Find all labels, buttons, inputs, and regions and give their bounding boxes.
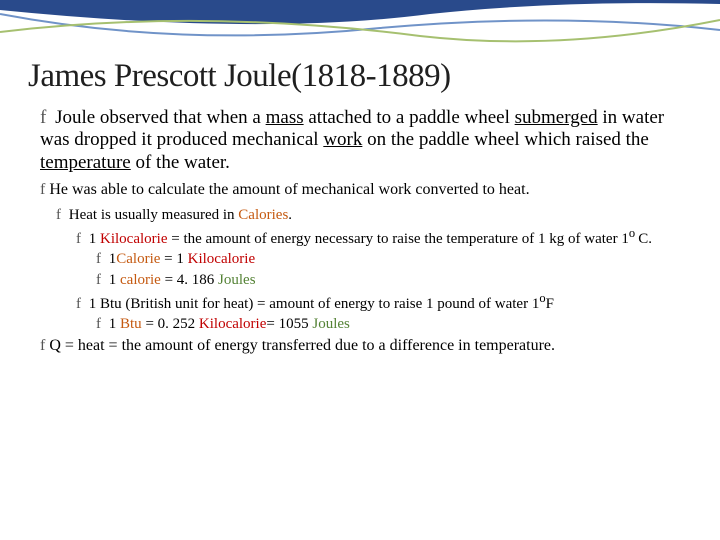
bullet-heat-cal: Heat is usually measured in Calories.	[56, 206, 692, 224]
bullet-btu-def: 1 Btu (British unit for heat) = amount o…	[76, 291, 692, 313]
slide-body: Joule observed that when a mass attached…	[28, 107, 692, 355]
bullet-small-calorie: 1 calorie = 4. 186 Joules	[96, 271, 692, 289]
slide-title: James Prescott Joule(1818-1889)	[28, 58, 692, 95]
bullet-calc: He was able to calculate the amount of m…	[40, 180, 692, 200]
bullet-big-calorie: 1Calorie = 1 Kilocalorie	[96, 250, 692, 268]
bullet-q-def: Q = heat = the amount of energy transfer…	[40, 336, 692, 356]
bullet-observation: Joule observed that when a mass attached…	[40, 107, 692, 174]
bullet-kilocalorie: 1 Kilocalorie = the amount of energy nec…	[76, 226, 692, 248]
bullet-btu-value: 1 Btu = 0. 252 Kilocalorie= 1055 Joules	[96, 315, 692, 333]
